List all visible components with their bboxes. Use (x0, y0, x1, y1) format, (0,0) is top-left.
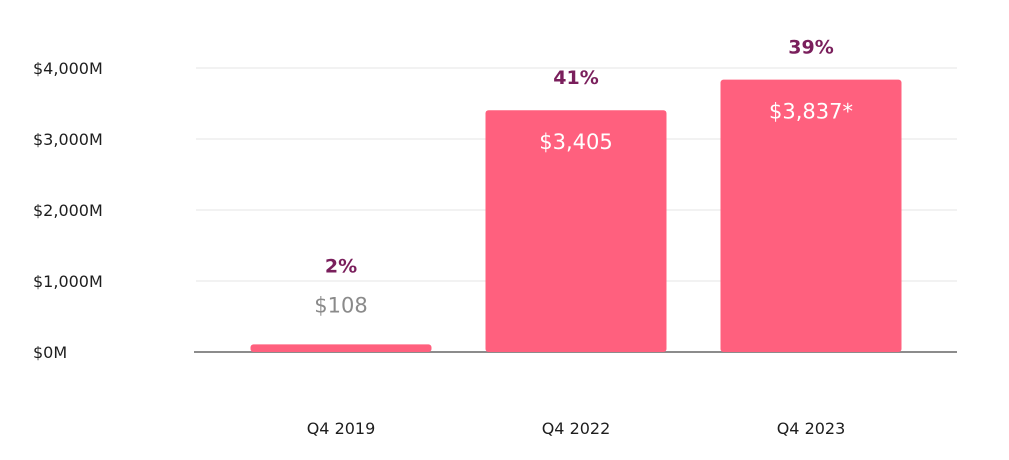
bar-percent-label: 39% (788, 37, 833, 59)
x-axis-tick-labels: Q4 2019 Q4 2022 Q4 2023 (307, 419, 846, 438)
bar-percent-label: 2% (325, 255, 357, 277)
bars (250, 79, 902, 353)
bar-value-label: $108 (314, 293, 367, 317)
bar-value-label: $3,837* (769, 100, 853, 124)
x-tick-label: Q4 2019 (307, 419, 376, 438)
data-labels: $108 2% $3,405 41% $3,837* 39% (314, 37, 853, 318)
bar (485, 110, 667, 353)
bar-value-label: $3,405 (539, 130, 612, 154)
x-tick-label: Q4 2022 (542, 419, 611, 438)
bar (250, 344, 432, 352)
y-tick-label: $1,000M (33, 272, 103, 291)
y-tick-label: $2,000M (33, 201, 103, 220)
bar-percent-label: 41% (553, 67, 598, 89)
y-tick-label: $4,000M (33, 59, 103, 78)
bar (720, 79, 902, 352)
y-tick-label: $0M (33, 343, 67, 362)
x-tick-label: Q4 2023 (777, 419, 846, 438)
y-tick-label: $3,000M (33, 130, 103, 149)
y-axis-tick-labels: $0M $1,000M $2,000M $3,000M $4,000M (33, 59, 103, 362)
